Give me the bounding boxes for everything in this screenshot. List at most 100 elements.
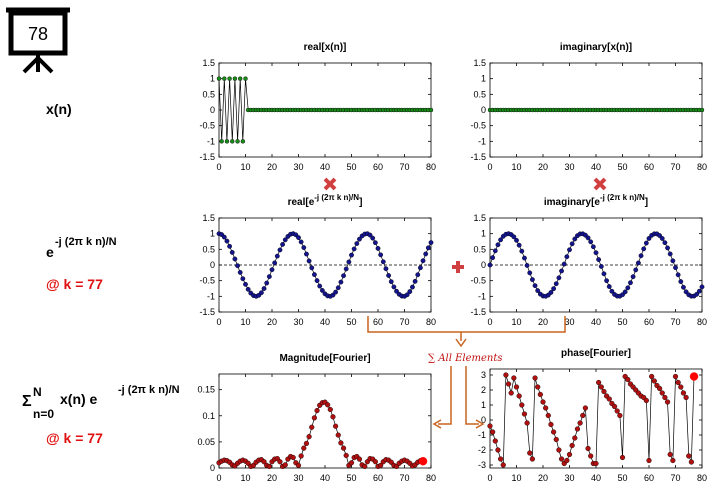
data-point <box>561 261 567 267</box>
data-point <box>604 278 609 284</box>
x-tick-label: 60 <box>644 162 654 172</box>
data-point <box>681 284 686 290</box>
data-point <box>683 394 689 401</box>
data-point <box>556 447 562 453</box>
x-tick-label: 40 <box>320 317 330 327</box>
data-point <box>306 258 312 264</box>
y-tick-label: -1.5 <box>199 152 215 162</box>
data-point <box>606 284 612 289</box>
data-point <box>598 264 604 269</box>
data-point <box>553 436 559 443</box>
data-point <box>545 412 551 419</box>
multiply-icon-real <box>323 177 337 191</box>
data-point <box>243 281 248 287</box>
data-point <box>309 265 315 271</box>
data-point <box>535 384 541 390</box>
data-point <box>224 139 230 144</box>
data-point <box>582 405 589 411</box>
data-point <box>314 278 320 284</box>
data-point <box>548 290 554 295</box>
sum-all-elements-label: ∑ All Elements <box>428 353 503 364</box>
data-point <box>240 276 246 282</box>
data-point <box>311 415 318 421</box>
data-point <box>290 454 296 461</box>
chart-imag-kernel: imaginary[e-j (2π k n)/N]0 10 20 30 40 50 60 70… <box>470 193 707 327</box>
data-point <box>330 414 336 420</box>
arrow-to-magnitude <box>438 366 452 425</box>
chart-title-exponent: -j (2π k n)/N <box>600 193 645 202</box>
data-point <box>657 233 662 238</box>
data-point <box>688 459 695 465</box>
sum-bracket-line <box>367 316 566 333</box>
data-point <box>527 270 533 276</box>
data-point <box>564 457 570 464</box>
data-point <box>269 267 275 273</box>
data-point <box>670 457 676 464</box>
y-tick-label: 0.05 <box>197 437 215 447</box>
chart-phase: phase[Fourier] 0 10 20 30 40 50 60 70 80 -3 -2 -1 0 1 2… <box>478 348 707 483</box>
sum-upper-limit: N <box>33 385 42 399</box>
y-tick-label: 1 <box>481 229 486 239</box>
x-tick-label: 0 <box>216 473 221 483</box>
data-point <box>590 244 596 250</box>
data-point <box>388 279 394 285</box>
data-point <box>338 279 344 285</box>
x-tick-label: 20 <box>538 162 548 172</box>
x-tick-label: 60 <box>373 317 383 327</box>
data-point <box>673 265 678 271</box>
x-tick-label: 10 <box>240 317 250 327</box>
data-point <box>420 258 426 264</box>
data-point <box>553 281 559 287</box>
chart-imag-x: imaginary[x(n)]0 10 20 30 40 50 60 70 80-1.5-1-0… <box>470 42 707 172</box>
data-point <box>659 390 665 396</box>
data-point <box>551 286 556 292</box>
data-point <box>295 462 302 468</box>
y-tick-label: -0.5 <box>470 121 486 131</box>
data-point <box>348 460 355 466</box>
data-point <box>511 234 517 240</box>
data-point <box>311 272 317 277</box>
kernel-label-exponent: -j (2π k n)/N <box>55 236 117 248</box>
x-tick-label: 0 <box>487 317 492 327</box>
data-point <box>227 76 232 81</box>
data-point <box>675 379 681 386</box>
x-tick-label: 0 <box>216 317 221 327</box>
data-point <box>699 107 705 113</box>
data-point <box>335 432 341 438</box>
y-tick-label: 0.15 <box>197 385 215 395</box>
data-point <box>221 234 227 240</box>
data-point <box>641 246 647 252</box>
data-point <box>417 265 423 271</box>
data-point <box>314 407 320 414</box>
data-point <box>325 402 331 408</box>
chart-title: real[e-j (2π k n)/N] <box>288 193 363 208</box>
chart-title-post: ] <box>359 197 362 208</box>
y-tick-label: 2 <box>481 385 486 395</box>
y-tick-label: 1.5 <box>473 213 486 223</box>
x-tick-label: 0 <box>487 162 492 172</box>
data-point <box>622 289 628 295</box>
kernel-k-label: @ k = 77 <box>46 276 103 292</box>
data-point <box>298 239 304 245</box>
data-point <box>559 268 564 274</box>
data-point <box>216 76 222 81</box>
x-tick-label: 20 <box>267 317 277 327</box>
data-point <box>662 394 668 401</box>
data-point <box>516 393 522 399</box>
arrow-to-magnitude-head <box>432 419 442 429</box>
data-point <box>362 463 368 470</box>
data-point <box>699 284 705 290</box>
x-tick-label: 60 <box>644 473 654 483</box>
data-point <box>649 373 655 380</box>
chart-title-pre: real[e <box>288 197 315 208</box>
x-tick-label: 20 <box>267 473 277 483</box>
data-point <box>261 459 267 465</box>
x-tick-label: 50 <box>617 162 627 172</box>
data-point <box>266 463 272 470</box>
data-point <box>274 253 280 259</box>
x-tick-label: 40 <box>320 162 330 172</box>
x-tick-label: 70 <box>670 162 680 172</box>
y-tick-label: 1.5 <box>473 58 486 68</box>
data-point <box>372 240 378 246</box>
